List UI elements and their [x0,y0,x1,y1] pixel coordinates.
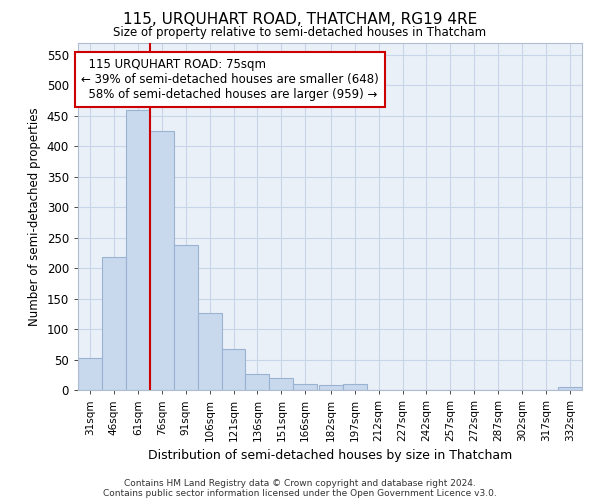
Bar [150,131,173,390]
Text: 115, URQUHART ROAD, THATCHAM, RG19 4RE: 115, URQUHART ROAD, THATCHAM, RG19 4RE [123,12,477,28]
Bar [126,110,150,390]
Bar [173,245,197,390]
Bar [78,358,102,390]
Text: Size of property relative to semi-detached houses in Thatcham: Size of property relative to semi-detach… [113,26,487,39]
Y-axis label: Number of semi-detached properties: Number of semi-detached properties [28,107,41,326]
Bar [293,384,317,390]
Text: Contains HM Land Registry data © Crown copyright and database right 2024.: Contains HM Land Registry data © Crown c… [124,478,476,488]
Bar [221,348,245,390]
X-axis label: Distribution of semi-detached houses by size in Thatcham: Distribution of semi-detached houses by … [148,450,512,462]
Bar [343,384,367,390]
Bar [245,374,269,390]
Text: Contains public sector information licensed under the Open Government Licence v3: Contains public sector information licen… [103,488,497,498]
Text: 115 URQUHART ROAD: 75sqm
← 39% of semi-detached houses are smaller (648)
  58% o: 115 URQUHART ROAD: 75sqm ← 39% of semi-d… [81,58,379,100]
Bar [319,385,343,390]
Bar [197,312,221,390]
Bar [558,387,582,390]
Bar [269,378,293,390]
Bar [102,257,126,390]
